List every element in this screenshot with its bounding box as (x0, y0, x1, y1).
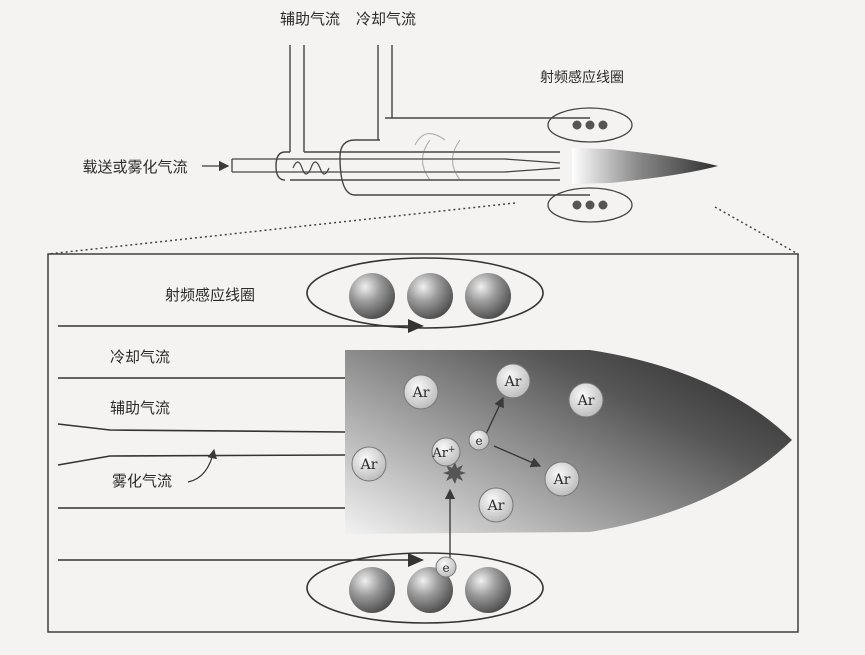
coil-sphere (349, 567, 395, 613)
rf-coil-inset-top (307, 258, 543, 328)
argon-atom-label: Ar (504, 374, 522, 390)
argon-atom-label: Ar (487, 498, 505, 514)
coil-sphere (465, 567, 511, 613)
coil-sphere (465, 273, 511, 319)
electron-label: e (475, 434, 482, 448)
aux-gas-label-top: 辅助气流 (280, 10, 340, 28)
coil-sphere (349, 273, 395, 319)
torch-overview: 辅助气流 冷却气流 射频感应线圈 载送或雾化气流 (82, 10, 718, 222)
central-tube (232, 159, 560, 172)
rf-coil-inset-bottom (307, 553, 543, 623)
zoom-guide-left (48, 203, 515, 254)
plasma-flame-small (572, 148, 718, 184)
inset-detail: 射频感应线圈 冷却气流 辅助气流 雾化气流 Ar Ar Ar Ar Ar Ar (48, 254, 798, 632)
argon-atom-label: Ar (577, 393, 595, 409)
argon-atom-label: Ar (553, 472, 571, 488)
cooling-inlet-pipe (378, 45, 392, 140)
rf-coil-label-top: 射频感应线圈 (540, 69, 624, 86)
coil-sphere (407, 273, 453, 319)
zoom-guide-right (715, 207, 798, 254)
intermediate-tube (276, 152, 290, 180)
rf-coil-label-inset: 射频感应线圈 (165, 286, 255, 304)
neb-gas-label-inset: 雾化气流 (112, 472, 172, 490)
electron-label: e (442, 561, 449, 575)
cool-gas-label-inset: 冷却气流 (110, 348, 170, 366)
argon-atom-label: Ar (412, 385, 430, 401)
argon-atom-label: Ar (360, 457, 378, 473)
inner-tube-bottom (58, 455, 345, 465)
aux-gas-label-inset: 辅助气流 (110, 399, 170, 417)
inner-tube-top (58, 424, 345, 432)
cool-gas-label-top: 冷却气流 (356, 10, 416, 28)
carrier-gas-label: 载送或雾化气流 (82, 158, 187, 176)
